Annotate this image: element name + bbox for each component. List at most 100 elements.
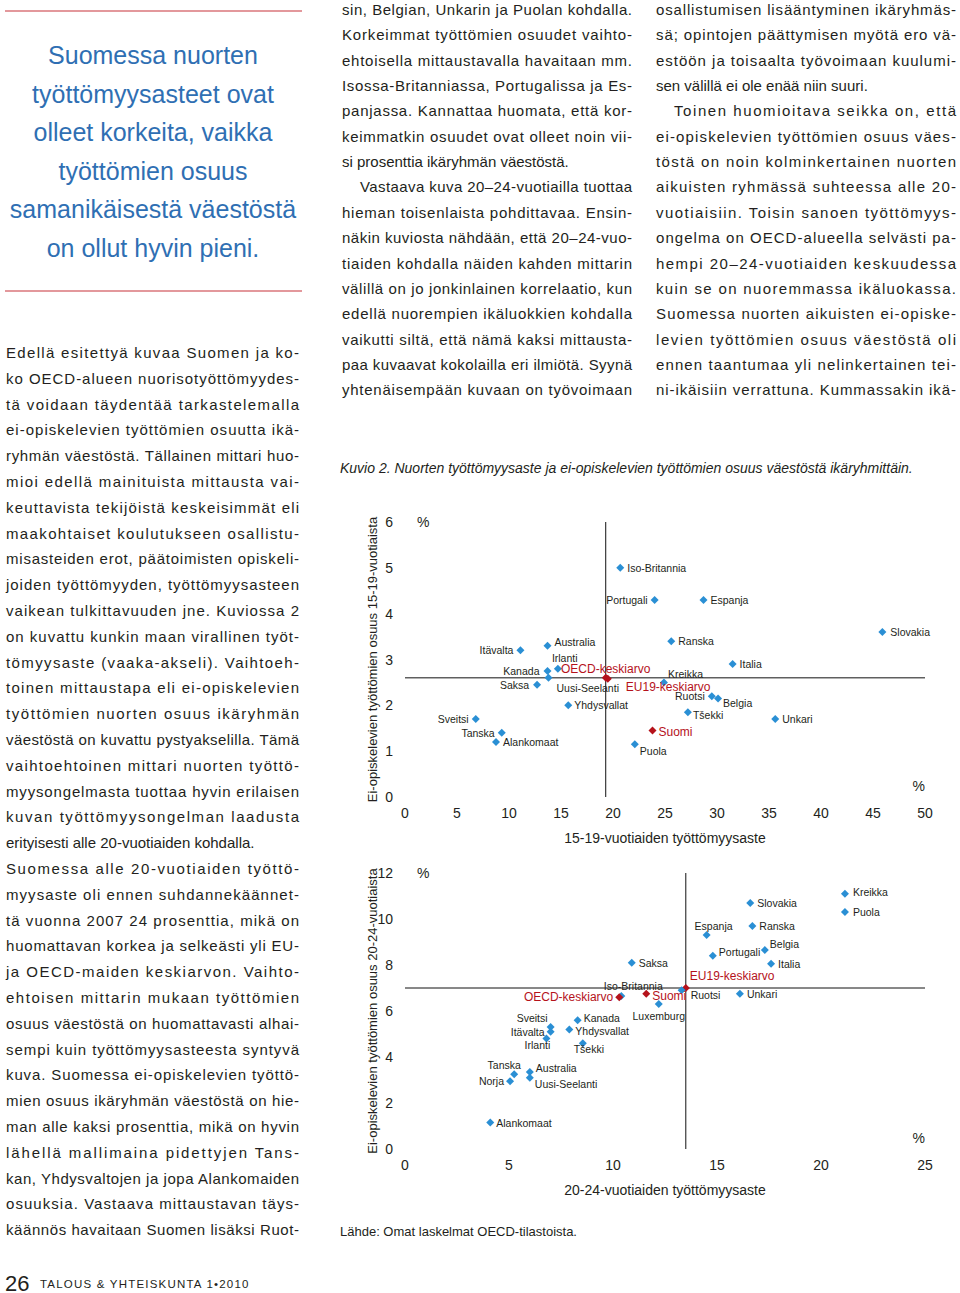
body-line: kuvan työttömyysongelman laadusta — [6, 808, 300, 825]
y-tick-label: 6 — [385, 1003, 393, 1019]
body-line: ko OECD-alueen nuorisotyöttömyydes- — [6, 370, 299, 387]
point-label: Tšekki — [574, 1043, 604, 1055]
body-line: ei-opiskelevien työttömien osuus väes- — [656, 128, 956, 145]
x-tick-label: 20 — [813, 1157, 829, 1173]
point-label: Uusi-Seelanti — [557, 682, 619, 694]
heading-line: olleet korkeita, vaikka — [33, 118, 272, 146]
body-line: osuus väestöstä on huomattavasti alhai- — [6, 1015, 299, 1032]
point-label: Alankomaat — [496, 1117, 552, 1129]
body-line: si prosenttia ikäryhmän väestöstä. — [342, 153, 569, 170]
y-unit: % — [417, 865, 429, 881]
reference-line-y — [405, 677, 925, 678]
reference-line-x — [605, 522, 606, 797]
point — [684, 708, 692, 716]
point-label: Unkari — [747, 988, 777, 1000]
point-label: Kanada — [503, 665, 539, 677]
y-tick-label: 3 — [385, 652, 393, 668]
body-line: Vastaava kuva 20–24-vuotiailla tuottaa — [360, 178, 633, 195]
body-line: Toinen huomioitava seikka on, että — [674, 102, 957, 119]
point-label: Sveitsi — [438, 713, 469, 725]
body-line: ei-opiskelevien työttömien osuutta ikä- — [6, 421, 299, 438]
publication-name: TALOUS & YHTEISKUNTA 1•2010 — [40, 1278, 250, 1290]
body-line: ehtoisen mittarin mukaan työttömien — [6, 989, 299, 1006]
x-tick-label: 35 — [761, 805, 777, 821]
point-label: Tšekki — [693, 709, 723, 721]
point-label: OECD-keskiarvo — [524, 990, 614, 1004]
point-label: Italia — [740, 658, 762, 670]
body-line: sä; opintojen päättymisen myötä ero vä- — [656, 26, 956, 43]
point — [767, 960, 775, 968]
point — [543, 667, 551, 675]
body-line: tiaiden kohdalla näiden kahden mittarin — [342, 255, 632, 272]
point-label: Ranska — [678, 635, 714, 647]
body-line: estöön ja toisaalta työvoimaan kuulumi- — [656, 52, 956, 69]
x-tick-label: 15 — [553, 805, 569, 821]
point-label: Puola — [853, 906, 880, 918]
point — [736, 990, 744, 998]
page-number: 26 — [5, 1271, 29, 1293]
point — [651, 596, 659, 604]
point-label: Slovakia — [890, 626, 930, 638]
point-label: Italia — [778, 958, 800, 970]
point-label: Ruotsi — [675, 690, 705, 702]
point-label: OECD-keskiarvo — [561, 662, 651, 676]
body-line: töstä on noin kolminkertainen nuorten — [656, 153, 956, 170]
point — [729, 660, 737, 668]
body-line: paa kuvaavat kokolailla eri ilmiötä. Syy… — [342, 356, 633, 373]
text-column: sin, Belgian, Unkarin ja Puolan kohdalla… — [342, 1, 633, 398]
body-line: vaikutti siltä, että nämä kaksi mittaust… — [342, 331, 632, 348]
body-line: misasteiden erot, päätoimisten opiskeli- — [6, 550, 299, 567]
body-line: sempi kuin työttömyysasteesta syntyvä — [6, 1041, 300, 1058]
point — [533, 681, 541, 689]
y-tick-label: 4 — [385, 1049, 393, 1065]
point-label: Ranska — [759, 920, 795, 932]
point-label: Belgia — [723, 697, 752, 709]
point-label: Suomi — [659, 725, 693, 739]
body-line: ryhmän väestöstä. Tällainen mittari huo- — [6, 447, 299, 464]
body-line: aikuisten ryhmässä suhteessa alle 20- — [656, 178, 956, 195]
body-line: työttömien nuorten osuus ikäryhmän — [6, 705, 299, 722]
point-label: Ruotsi — [691, 989, 721, 1001]
body-line: erityisesti alle 20-vuotiaiden kohdalla. — [6, 834, 254, 851]
point-label: Unkari — [782, 713, 812, 725]
x-axis-title: 15-19-vuotiaiden työttömyysaste — [564, 830, 766, 846]
body-line: man alle kaksi prosenttia, mikä on hyvin — [6, 1118, 299, 1135]
body-line: keimmatkin osuudet ovat olleet noin vii- — [342, 128, 632, 145]
point — [526, 1074, 534, 1082]
point — [841, 908, 849, 916]
y-tick-label: 0 — [385, 1141, 393, 1157]
y-tick-label: 4 — [385, 606, 393, 622]
y-tick-label: 8 — [385, 957, 393, 973]
point-label: Alankomaat — [503, 736, 559, 748]
point — [547, 1028, 555, 1036]
x-tick-label: 20 — [605, 805, 621, 821]
body-line: Isossa-Britanniassa, Portugalissa ja Es- — [342, 77, 632, 94]
heading-line: työttömien osuus — [59, 157, 248, 185]
body-line: maakohtaiset koulutukseen osallistu- — [6, 525, 299, 542]
point — [709, 952, 717, 960]
x-tick-label: 5 — [453, 805, 461, 821]
point-label: Tanska — [461, 727, 494, 739]
body-line: yhtenäisempään kuvaan on työvoimaan — [342, 381, 632, 398]
x-tick-label: 5 — [505, 1157, 513, 1173]
body-line: vuotiaisiin. Toisin sanoen työttömyys- — [656, 204, 956, 221]
point-label: Kreikka — [668, 668, 703, 680]
body-line: näkin kuviosta nähdään, että 20–24-vuo- — [342, 229, 632, 246]
point — [545, 674, 553, 682]
point — [565, 1025, 573, 1033]
y-tick-label: 2 — [385, 1095, 393, 1111]
x-tick-label: 0 — [401, 805, 409, 821]
x-tick-label: 30 — [709, 805, 725, 821]
point — [703, 931, 711, 939]
body-line: vaihtoehtoinen mittari nuorten työttö- — [6, 757, 299, 774]
point-label: Australia — [536, 1062, 577, 1074]
point — [771, 715, 779, 723]
point-label: Portugali — [606, 594, 647, 606]
body-line: hempi 20–24-vuotiaiden keskuudessa — [656, 255, 957, 272]
point-label: EU19-keskiarvo — [690, 969, 775, 983]
body-line: sen välillä ei ole enää niin suuri. — [656, 77, 868, 94]
point-label: Saksa — [500, 679, 529, 691]
point — [516, 646, 524, 654]
rule — [5, 290, 302, 291]
y-tick-label: 2 — [385, 697, 393, 713]
